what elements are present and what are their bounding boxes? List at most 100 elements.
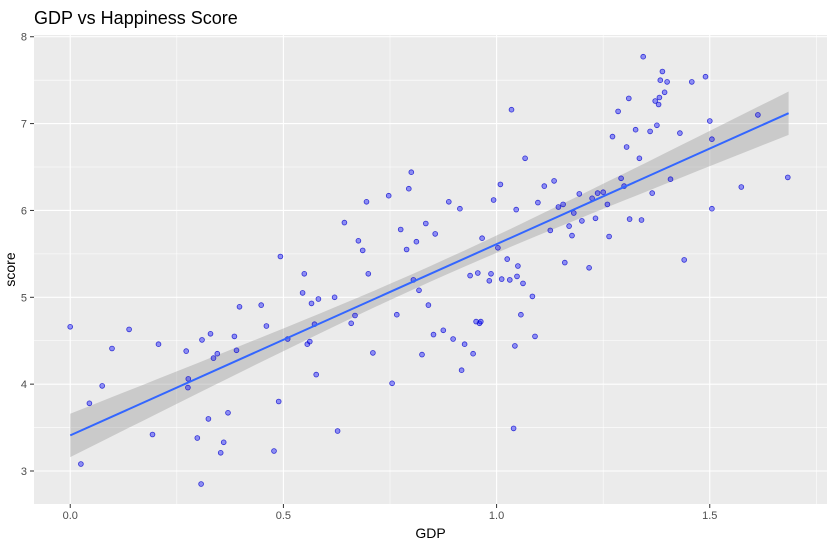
data-point — [709, 205, 715, 212]
data-point — [199, 337, 205, 343]
data-point — [515, 263, 521, 269]
data-point — [422, 220, 429, 227]
y-tick-label: 8 — [21, 32, 27, 44]
data-point — [185, 384, 191, 391]
x-axis: 0.0 0.5 1.0 1.5 — [63, 504, 717, 522]
data-point — [363, 199, 370, 205]
x-axis-title: GDP — [415, 525, 445, 541]
data-point — [474, 270, 481, 276]
data-point — [518, 311, 524, 318]
plot-panel — [34, 35, 827, 504]
data-point — [688, 79, 695, 85]
data-point — [576, 191, 583, 197]
y-tick-label: 4 — [21, 379, 27, 391]
data-point — [109, 345, 115, 352]
x-tick-label: 1.0 — [489, 510, 504, 522]
data-point — [600, 189, 606, 196]
data-point — [183, 348, 190, 354]
data-point — [207, 330, 214, 337]
data-point — [479, 235, 485, 242]
data-point — [623, 144, 630, 150]
data-point — [640, 53, 646, 60]
data-point — [755, 112, 761, 118]
regression-line-layer — [69, 112, 790, 437]
data-point — [654, 122, 660, 129]
data-point — [308, 300, 315, 307]
data-point — [498, 276, 505, 282]
data-point — [490, 197, 497, 203]
data-point — [348, 320, 355, 327]
data-point — [529, 293, 536, 300]
data-point — [419, 351, 425, 358]
data-point — [214, 350, 221, 357]
data-point — [210, 355, 217, 361]
data-point — [341, 219, 348, 226]
minor-gridlines — [34, 35, 827, 504]
data-point — [470, 350, 476, 357]
data-point — [359, 247, 366, 254]
data-point — [604, 201, 611, 208]
data-point — [430, 331, 437, 338]
data-point — [618, 175, 624, 182]
data-point — [488, 270, 494, 277]
data-point — [661, 89, 668, 96]
data-point — [315, 296, 322, 302]
data-point — [656, 94, 663, 101]
data-point — [561, 259, 568, 266]
data-point — [313, 371, 320, 378]
data-point — [514, 273, 520, 280]
chart-title: GDP vs Happiness Score — [34, 8, 238, 28]
data-point — [504, 256, 511, 262]
data-point — [301, 270, 308, 277]
y-axis-title: score — [2, 252, 18, 286]
data-point — [231, 333, 238, 340]
data-point — [652, 98, 658, 104]
data-point — [667, 176, 674, 183]
data-point — [609, 133, 616, 140]
data-point — [258, 302, 265, 308]
data-point — [185, 376, 192, 382]
data-point — [271, 448, 277, 454]
data-point — [405, 185, 412, 192]
data-point — [331, 294, 338, 301]
regression-line — [69, 112, 790, 437]
data-point — [440, 327, 447, 334]
data-point — [535, 199, 541, 206]
data-point — [334, 428, 341, 434]
data-point — [445, 199, 452, 205]
y-axis: 3 4 5 6 7 8 — [21, 32, 34, 478]
data-point — [709, 136, 715, 143]
data-point — [198, 481, 204, 487]
data-point — [457, 205, 463, 212]
data-point — [592, 215, 599, 222]
data-point — [579, 218, 585, 224]
data-point — [393, 311, 400, 318]
data-point — [520, 280, 526, 287]
data-point — [522, 155, 528, 162]
data-point — [67, 323, 73, 330]
data-point — [784, 174, 791, 181]
data-point — [681, 257, 687, 263]
x-tick-label: 0.5 — [276, 510, 291, 522]
data-point — [638, 217, 645, 223]
data-point — [497, 181, 504, 188]
data-point — [547, 227, 554, 234]
data-point — [275, 398, 282, 405]
y-tick-label: 3 — [21, 466, 27, 478]
data-point — [510, 425, 517, 432]
data-point — [458, 367, 465, 374]
data-point — [86, 400, 93, 407]
data-point — [450, 336, 456, 342]
data-point — [560, 201, 566, 208]
data-point — [706, 118, 713, 124]
data-point — [425, 302, 432, 308]
data-point — [403, 246, 410, 253]
data-point — [657, 77, 664, 83]
data-point — [569, 232, 575, 239]
data-point — [606, 233, 612, 240]
data-point — [615, 108, 621, 115]
data-point — [389, 380, 395, 387]
major-gridlines — [34, 35, 827, 504]
data-point — [702, 73, 709, 80]
